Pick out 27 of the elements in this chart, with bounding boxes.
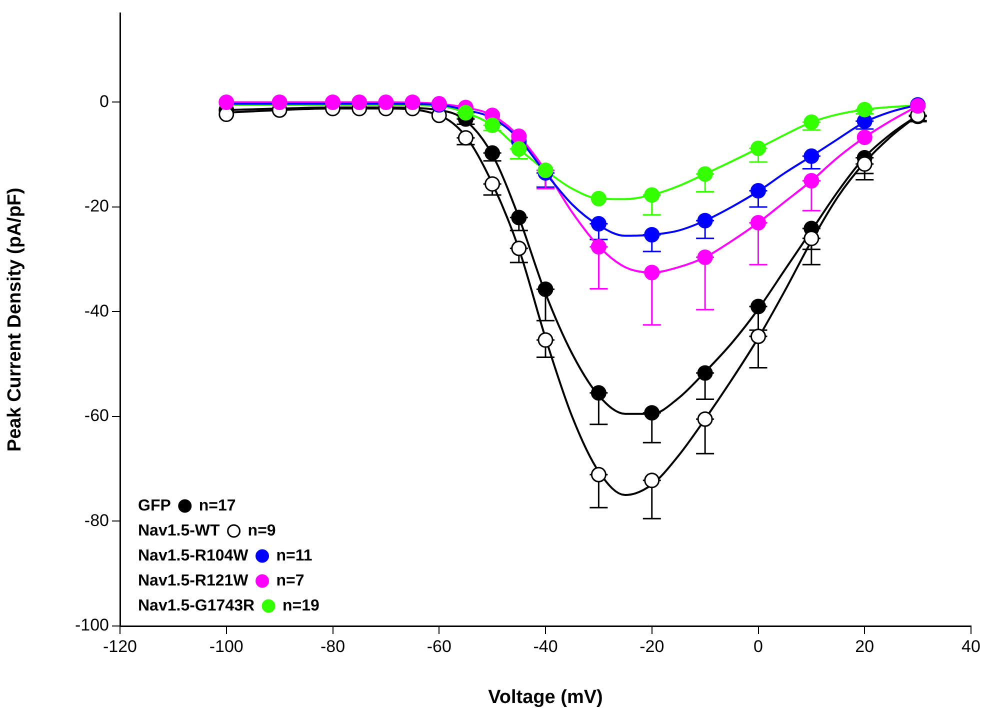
y-axis-title: Peak Current Density (pA/pF)	[4, 188, 26, 452]
x-tick-label: -100	[209, 636, 244, 656]
legend-label: GFP	[138, 497, 172, 514]
y-tick-label: -80	[84, 510, 109, 530]
annotation: n=19	[282, 597, 320, 614]
x-tick-label: 20	[855, 636, 874, 656]
x-tick-label: -40	[533, 636, 558, 656]
legend-label: Nav1.5-G1743R	[138, 597, 255, 614]
annotation: n=17	[198, 497, 236, 514]
x-tick-label: -80	[320, 636, 346, 656]
annotation: n=7	[276, 572, 304, 590]
y-tick-label: -20	[84, 196, 109, 216]
x-tick-label: -120	[102, 636, 138, 656]
x-tick-label: 40	[962, 636, 980, 656]
y-tick-label: 0	[100, 92, 109, 111]
annotation: n=9	[248, 522, 276, 540]
legend-label: Nav1.5-R104W	[138, 547, 250, 564]
legend-label: Nav1.5-WT	[138, 522, 220, 540]
y-tick-label: -100	[74, 616, 109, 635]
x-tick-label: -20	[640, 636, 664, 656]
y-tick-label: -60	[84, 406, 109, 426]
x-tick-label: 0	[754, 636, 763, 656]
legend-label: Nav1.5-R121W	[138, 572, 250, 590]
x-axis-title: Voltage (mV)	[488, 686, 603, 708]
annotation: n=11	[276, 547, 312, 564]
y-tick-label: -40	[84, 301, 109, 320]
x-tick-label: -60	[426, 636, 452, 656]
